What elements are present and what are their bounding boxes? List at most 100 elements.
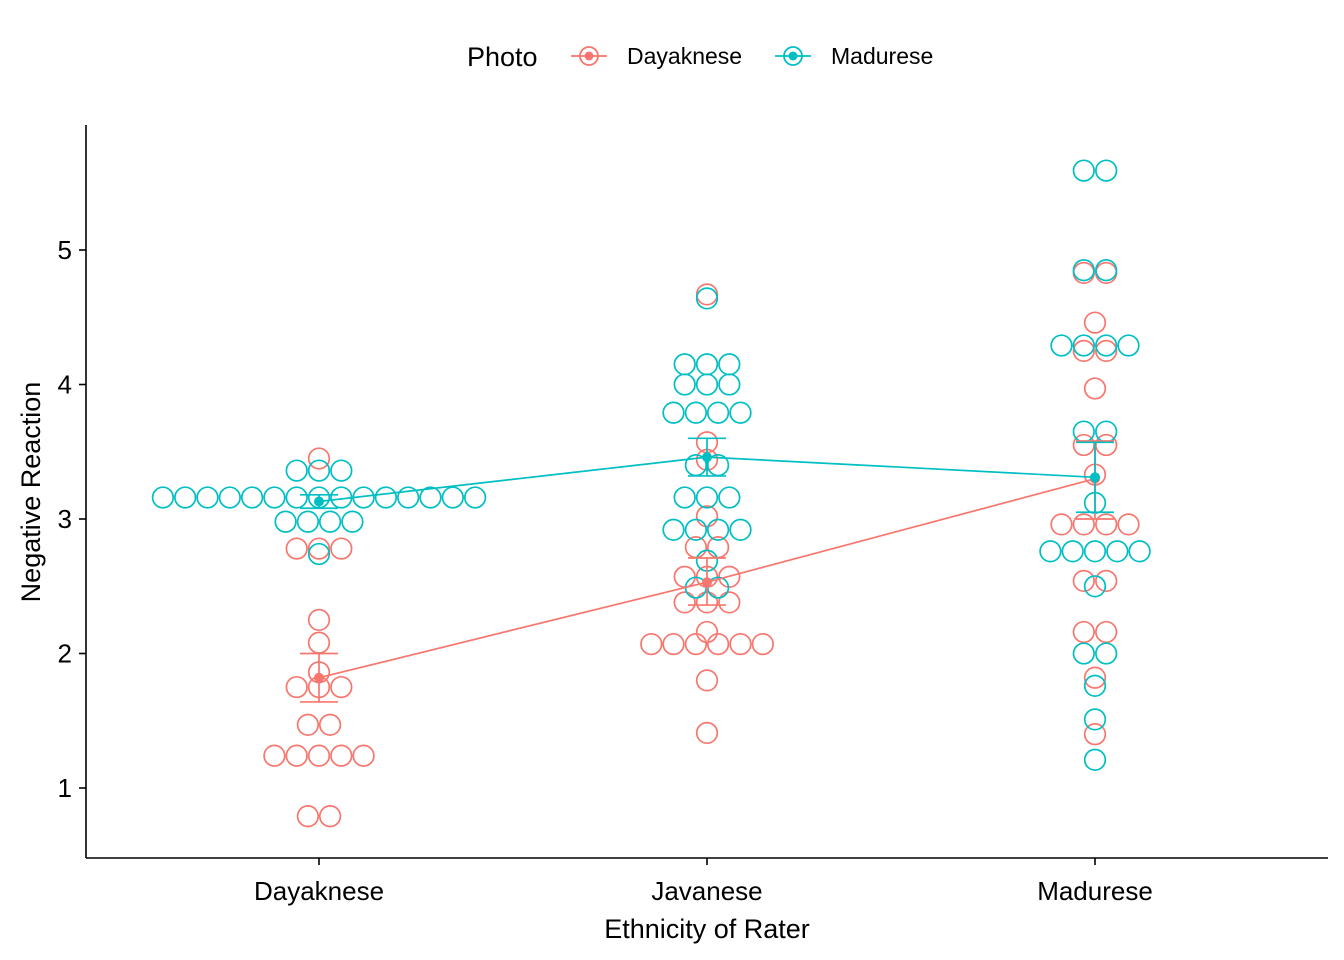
mean-point (314, 672, 324, 683)
data-point (307, 542, 331, 566)
data-point (1050, 513, 1073, 536)
y-axis-title: Negative Reaction (16, 382, 46, 603)
data-point (285, 537, 308, 560)
data-point (307, 447, 331, 470)
mean-point (1090, 472, 1100, 483)
legend-label-madurese: Madurese (831, 43, 933, 69)
data-point (318, 805, 342, 828)
data-point (1128, 540, 1151, 563)
data-point (684, 518, 708, 541)
data-point (706, 518, 730, 541)
data-point (1039, 540, 1062, 563)
series-summary-dayaknese (300, 440, 1114, 703)
data-point (419, 486, 442, 509)
legend: Photo Dayaknese Madurese (467, 42, 933, 72)
data-point (1083, 377, 1107, 400)
series-points-madurese (151, 159, 1151, 771)
y-tick-label: 1 (58, 773, 72, 803)
y-tick-label: 5 (58, 235, 72, 265)
data-point (1095, 513, 1118, 536)
data-point (1061, 540, 1084, 563)
y-tick-label: 2 (58, 639, 72, 669)
data-point (1117, 334, 1140, 357)
legend-label-dayaknese: Dayaknese (627, 43, 742, 69)
data-point (1106, 540, 1129, 563)
data-point (218, 486, 241, 509)
data-point (307, 459, 331, 482)
data-point (1072, 259, 1095, 282)
legend-key-madurese (775, 46, 811, 66)
data-point (174, 486, 197, 509)
data-point (318, 510, 342, 533)
data-point (307, 631, 331, 654)
data-point (1095, 433, 1118, 457)
data-point (684, 401, 708, 424)
data-point (1072, 642, 1095, 665)
legend-key-dot (584, 51, 594, 61)
data-point (441, 486, 464, 509)
data-point (330, 744, 353, 767)
data-point (341, 510, 364, 533)
data-point (695, 287, 719, 310)
data-point (1072, 159, 1095, 182)
data-point (1095, 334, 1118, 357)
data-point (673, 565, 696, 588)
data-point (263, 744, 286, 767)
x-ticks: Dayaknese Javanese Madurese (254, 858, 1153, 906)
data-point (1095, 620, 1118, 644)
data-point (1095, 159, 1118, 182)
data-point (695, 721, 719, 745)
data-point (662, 401, 685, 424)
x-tick-label: Dayaknese (254, 876, 384, 906)
data-point (263, 486, 286, 509)
data-point (718, 591, 741, 614)
data-point (718, 486, 741, 509)
data-point (330, 675, 353, 699)
data-point (673, 373, 696, 396)
data-point (673, 486, 696, 509)
data-point (718, 353, 741, 376)
series-summary-madurese (300, 437, 1114, 514)
data-point (729, 401, 752, 424)
data-point (307, 744, 331, 767)
data-point (151, 486, 175, 509)
data-point (1083, 666, 1107, 689)
legend-key-circle (579, 46, 599, 66)
data-point (662, 632, 685, 656)
data-point (695, 620, 719, 644)
data-point (330, 537, 353, 560)
data-point (1083, 723, 1107, 746)
mean-point (314, 496, 324, 507)
data-point (1095, 420, 1118, 443)
mean-point (702, 577, 712, 588)
data-point (1072, 513, 1095, 536)
data-point (640, 632, 663, 656)
data-point (1095, 569, 1118, 593)
data-point (1095, 642, 1118, 665)
plot-area (151, 159, 1151, 828)
data-point (706, 401, 730, 424)
x-tick-label: Madurese (1037, 876, 1153, 906)
data-point (285, 744, 308, 767)
data-point (1083, 748, 1107, 771)
data-point (285, 486, 308, 509)
data-point (662, 518, 685, 541)
data-point (307, 608, 331, 632)
data-point (274, 510, 297, 533)
data-point (240, 486, 264, 509)
y-ticks: 1 2 3 4 5 (58, 235, 86, 803)
data-point (352, 744, 375, 767)
mean-point (702, 452, 712, 463)
data-point (1072, 620, 1095, 644)
data-point (374, 486, 398, 509)
data-point (1095, 259, 1118, 282)
data-point (1072, 433, 1095, 457)
data-point (695, 353, 719, 376)
data-point (285, 675, 308, 699)
data-point (1083, 540, 1107, 563)
data-point (1072, 569, 1095, 593)
y-tick-label: 3 (58, 504, 72, 534)
data-point (285, 459, 308, 482)
data-point (695, 486, 719, 509)
